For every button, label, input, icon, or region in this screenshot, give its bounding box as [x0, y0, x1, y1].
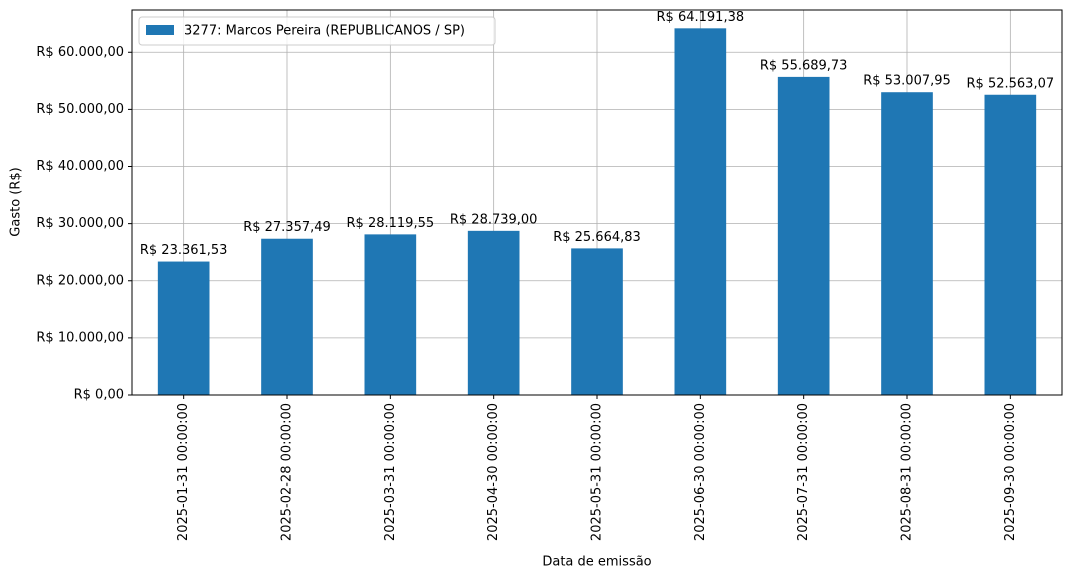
value-label: R$ 55.689,73 — [760, 58, 848, 73]
x-tick-label: 2025-02-28 00:00:00 — [280, 403, 295, 541]
bar — [881, 92, 933, 395]
value-label: R$ 27.357,49 — [243, 220, 331, 235]
plot-frame — [131, 9, 1063, 396]
x-tick-label: 2025-09-30 00:00:00 — [1003, 403, 1018, 541]
bar — [674, 28, 727, 395]
y-tick-label: R$ 40.000,00 — [36, 159, 124, 174]
value-label: R$ 28.739,00 — [450, 212, 538, 227]
y-tick-label: R$ 30.000,00 — [36, 216, 124, 231]
value-label: R$ 23.361,53 — [140, 243, 228, 258]
y-axis-label: Gasto (R$) — [9, 167, 24, 236]
y-tick-label: R$ 20.000,00 — [36, 273, 124, 288]
y-tick-label: R$ 10.000,00 — [36, 330, 124, 345]
x-tick-label: 2025-07-31 00:00:00 — [796, 403, 811, 541]
value-label: R$ 64.191,38 — [657, 10, 745, 25]
value-label: R$ 28.119,55 — [347, 216, 435, 231]
x-tick-label: 2025-04-30 00:00:00 — [486, 403, 501, 541]
x-tick-label: 2025-06-30 00:00:00 — [693, 403, 708, 541]
value-label: R$ 53.007,95 — [863, 74, 951, 89]
legend-label: 3277: Marcos Pereira (REPUBLICANOS / SP) — [184, 24, 465, 39]
y-tick-label: R$ 0,00 — [74, 388, 124, 403]
bar — [364, 234, 417, 395]
bar — [261, 238, 313, 395]
bar — [777, 76, 830, 396]
y-tick-label: R$ 50.000,00 — [36, 102, 124, 117]
value-label: R$ 52.563,07 — [967, 76, 1055, 91]
bar — [467, 230, 520, 395]
value-label: R$ 25.664,83 — [553, 230, 641, 245]
x-axis-label: Data de emissão — [542, 555, 651, 570]
x-tick-label: 2025-08-31 00:00:00 — [900, 403, 915, 541]
y-tick-label: R$ 60.000,00 — [36, 45, 124, 60]
legend-box — [138, 16, 496, 46]
bar — [571, 248, 623, 395]
legend-swatch — [146, 25, 174, 35]
bar — [157, 261, 210, 395]
x-tick-label: 2025-01-31 00:00:00 — [176, 403, 191, 541]
x-tick-label: 2025-03-31 00:00:00 — [383, 403, 398, 541]
bar — [984, 94, 1037, 395]
x-tick-label: 2025-05-31 00:00:00 — [590, 403, 605, 541]
